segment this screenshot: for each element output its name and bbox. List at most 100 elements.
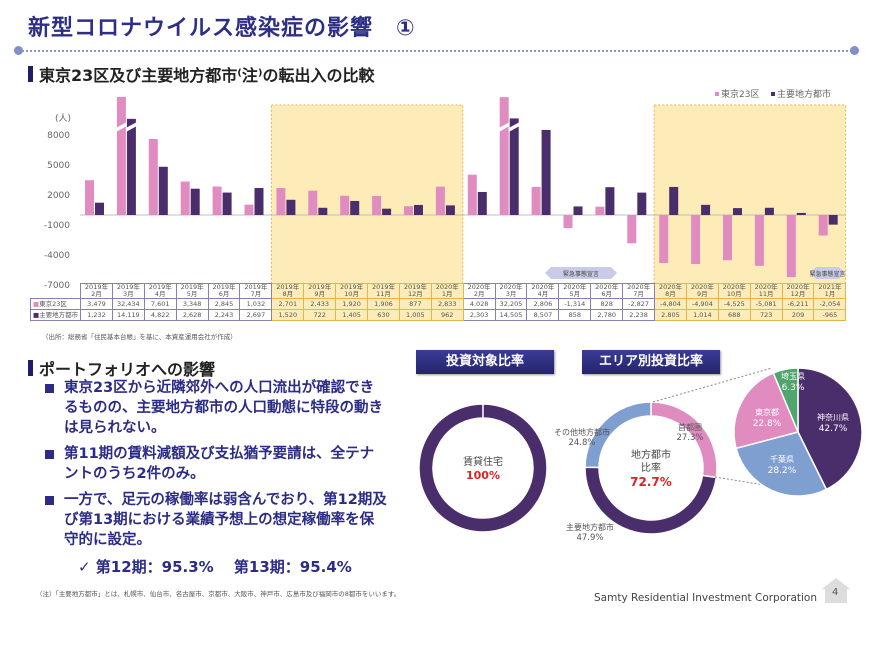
bar-tokyo23 — [723, 215, 732, 261]
bar-tokyo23 — [180, 181, 190, 215]
pie3-value: 22.8% — [753, 419, 782, 429]
table-row: ■主要地方都市 1,232 14,119 4,822 2,628 2,243 2,697 1,… — [30, 309, 847, 321]
pie2-value: 24.8% — [568, 438, 595, 448]
bar-major-cities — [126, 118, 136, 215]
bar-major-cities — [158, 166, 168, 215]
bar-major-cities — [95, 202, 104, 215]
bar-tokyo23 — [818, 215, 828, 236]
bar-major-cities — [477, 191, 487, 215]
occupancy-rates: ✓ 第12期：95.3% 第13期：95.4% — [78, 558, 352, 576]
pie3-slice-東京都 — [733, 371, 800, 450]
section-heading-text: ポートフォリオへの影響 — [39, 360, 216, 379]
bar-tokyo23 — [627, 215, 637, 244]
legend-label: 東京23区 — [721, 88, 759, 100]
bar-tokyo23 — [435, 186, 445, 215]
pie2-center-label: 比率 — [641, 461, 661, 474]
section-heading-text: 東京23区及び主要地方都市⁽注⁾の転出入の比較 — [39, 66, 375, 85]
bar-tokyo23 — [85, 180, 94, 215]
bar-major-cities — [286, 199, 296, 215]
axis-break-mark — [508, 122, 520, 132]
bar-tokyo23 — [595, 206, 605, 215]
bar-tokyo23 — [148, 138, 158, 215]
bar-tokyo23 — [754, 215, 764, 266]
footnote: （注）「主要地方都市」とは、札幌市、仙台市、名古屋市、京都市、大阪市、神戸市、広… — [36, 590, 401, 598]
bar-tokyo23 — [659, 215, 669, 264]
pie3-slice-埼玉県 — [772, 367, 799, 433]
bar-tokyo23 — [212, 186, 222, 215]
table-series-label: ■主要地方都市 — [30, 309, 81, 321]
bar-tokyo23 — [531, 186, 541, 215]
y-tick-label: 2000 — [47, 191, 70, 201]
table-cell: 858 — [558, 309, 592, 321]
title-divider — [18, 50, 856, 52]
bar-major-cities — [414, 204, 423, 215]
table-cell: 688 — [717, 309, 751, 321]
legend-swatch — [771, 92, 775, 96]
pie3-value: 42.7% — [819, 424, 848, 434]
table-month: 2019年 2月 — [80, 283, 113, 299]
bar-major-cities — [445, 205, 455, 215]
legend-swatch — [715, 92, 719, 96]
bullet-item: 一方で、足元の稼働率は弱含んでおり、第12期及び第13期における業績予想上の想定… — [42, 490, 387, 550]
bar-major-cities — [382, 208, 392, 215]
bullet-list: 東京23区から近隣郊外への人口流出が確認できるものの、主要地方都市の人口動態に特… — [42, 378, 387, 556]
table-month: 2020年 1月 — [430, 283, 464, 299]
axis-break-mark — [498, 122, 510, 132]
bar-tokyo23 — [786, 215, 796, 278]
emergency-label: 緊急事態宣言 — [809, 270, 845, 278]
bar-major-cities — [254, 188, 264, 215]
bar-major-cities — [541, 129, 551, 215]
pie3-label: 東京都 — [755, 407, 779, 417]
bar-major-cities — [573, 206, 583, 215]
page-number-house-icon: 4 — [820, 576, 852, 604]
bar-major-cities — [669, 186, 679, 215]
table-month: 2020年 11月 — [749, 283, 783, 299]
y-tick-label: -1000 — [44, 221, 70, 231]
bar-major-cities — [509, 118, 519, 215]
legend-label: 主要地方都市 — [777, 88, 831, 100]
y-tick-label: 8000 — [47, 131, 70, 141]
data-table: 2019年 2月 2019年 3月 2019年 4月 2019年 5月 2019年 6月 2019年… — [30, 283, 847, 321]
table-cell: 1,520 — [271, 309, 305, 321]
y-tick-label: -7000 — [44, 281, 70, 291]
table-month: 2019年 10月 — [335, 283, 369, 299]
bar-tokyo23 — [691, 215, 701, 265]
highlight-region — [270, 104, 464, 286]
pie1-label: 賃貸住宅 — [463, 455, 503, 468]
bar-tokyo23 — [308, 190, 318, 215]
bar-tokyo23 — [563, 215, 573, 229]
bar-major-cities — [222, 192, 232, 215]
pie2-slice-その他地方都市 — [584, 401, 652, 469]
pie3-label: 埼玉県 — [781, 371, 805, 381]
page-number: 4 — [832, 587, 839, 598]
table-cell: -4,525 — [717, 298, 751, 310]
rule-dot-right — [850, 46, 859, 55]
emergency-arrow — [810, 267, 845, 279]
pie3-label: 千葉県 — [770, 454, 794, 464]
pie2-label: 首都圏 — [678, 422, 702, 432]
bar-major-cities — [350, 200, 360, 215]
table-cell: -965 — [813, 309, 847, 321]
bar-major-cities — [318, 207, 328, 215]
table-cell: 962 — [430, 309, 464, 321]
pie2-header: エリア別投資比率 — [582, 350, 720, 374]
bar-tokyo23 — [116, 96, 126, 215]
section-heading-portfolio: ポートフォリオへの影響 — [28, 356, 215, 380]
source-note: （出所：総務省「住民基本台帳」を基に、本資産運用会社が作成） — [42, 333, 237, 341]
bar-major-cities — [733, 208, 742, 215]
pie3-slice-神奈川県 — [797, 367, 863, 491]
table-month: 2020年 6月 — [590, 283, 624, 299]
table-month: 2020年 9月 — [685, 283, 719, 299]
bar-major-cities — [828, 215, 838, 225]
bar-major-cities — [796, 212, 806, 215]
pie2-center-value: 72.7% — [630, 475, 672, 489]
table-month: 2019年 11月 — [367, 283, 400, 299]
axis-break-mark — [115, 122, 127, 132]
connector-line — [652, 367, 773, 403]
emergency-arrow — [545, 267, 617, 279]
bar-tokyo23 — [467, 174, 477, 215]
bar-tokyo23 — [499, 97, 509, 215]
page-title: 新型コロナウイルス感染症の影響 ① — [28, 16, 416, 41]
pie1-header: 投資対象比率 — [416, 350, 554, 374]
